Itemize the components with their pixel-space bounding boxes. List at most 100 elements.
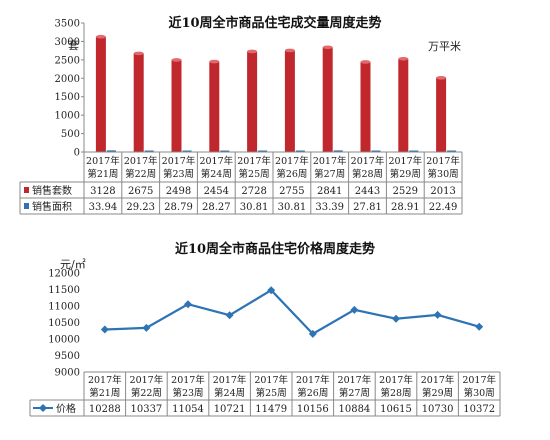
- price-point-marker: [475, 322, 484, 331]
- table-value: 10156: [297, 404, 329, 415]
- bar-sales-area: [371, 150, 381, 152]
- x-category-label: 第22周: [131, 387, 162, 399]
- table-value: 2443: [355, 186, 380, 197]
- bar-top-highlight: [436, 76, 447, 80]
- bar-top-highlight: [95, 34, 106, 39]
- x-category-label: 2017年: [162, 155, 196, 167]
- x-category-label: 2017年: [88, 374, 122, 386]
- x-category-label: 第24周: [201, 168, 232, 180]
- x-category-label: 2017年: [421, 374, 455, 386]
- legend-series-name: 销售面积: [32, 200, 72, 213]
- legend-series-name: 价格: [56, 402, 76, 415]
- table-value: 27.81: [353, 202, 382, 213]
- y-tick-label: 500: [61, 129, 80, 140]
- legend-swatch: [24, 187, 29, 193]
- price-point-marker: [142, 323, 151, 332]
- table-value: 28.27: [202, 202, 231, 213]
- chart1-left-unit: 套: [68, 39, 79, 52]
- price-point-marker: [433, 310, 442, 319]
- y-tick-label: 11000: [48, 302, 80, 313]
- x-category-label: 2017年: [237, 155, 271, 167]
- price-point-marker: [308, 329, 317, 338]
- y-tick-label: 11500: [48, 285, 80, 296]
- price-point-marker: [267, 286, 276, 295]
- table-value: 10372: [463, 404, 495, 415]
- table-value: 2675: [128, 186, 153, 197]
- bar-sales-area: [447, 150, 457, 152]
- legend-swatch: [24, 203, 29, 209]
- x-category-label: 2017年: [275, 155, 309, 167]
- chart1-right-unit: 万平米: [428, 40, 461, 53]
- x-category-label: 2017年: [213, 374, 247, 386]
- x-category-label: 第30周: [428, 168, 459, 180]
- bar-sales-count: [247, 51, 258, 152]
- bar-top-highlight: [209, 59, 220, 64]
- legend-marker-swatch: [39, 404, 47, 412]
- bar-sales-area: [144, 150, 154, 152]
- bar-top-highlight: [284, 48, 295, 53]
- bar-sales-area: [182, 150, 192, 152]
- table-value: 11054: [172, 404, 204, 415]
- x-category-label: 第22周: [125, 168, 156, 180]
- table-value: 10288: [89, 404, 121, 415]
- table-value: 10615: [380, 404, 412, 415]
- chart2-title: 近10周全市商品住宅价格周度走势: [174, 242, 376, 257]
- x-category-label: 第28周: [352, 168, 383, 180]
- table-value: 10721: [214, 404, 246, 415]
- x-category-label: 第23周: [163, 168, 194, 180]
- table-value: 2498: [166, 186, 191, 197]
- table-value: 10337: [130, 404, 162, 415]
- bar-sales-area: [106, 150, 116, 152]
- price-point-marker: [184, 300, 192, 309]
- chart1-volume-bar-chart: 05001000150020002500300035002017年第21周201…: [19, 19, 463, 215]
- price-point-marker: [225, 311, 234, 320]
- x-category-label: 第29周: [422, 387, 453, 399]
- table-value: 22.49: [429, 202, 458, 213]
- bar-top-highlight: [171, 58, 182, 62]
- x-category-label: 第21周: [87, 168, 118, 180]
- bar-top-highlight: [398, 56, 409, 61]
- x-category-label: 第25周: [239, 168, 270, 180]
- bar-sales-count: [95, 36, 106, 152]
- x-category-label: 第30周: [464, 387, 495, 399]
- table-value: 10730: [422, 404, 454, 415]
- price-point-marker: [350, 305, 359, 314]
- x-category-label: 2017年: [313, 155, 347, 167]
- x-category-label: 2017年: [462, 374, 496, 386]
- bar-sales-area: [258, 150, 268, 152]
- x-category-label: 2017年: [351, 155, 385, 167]
- x-category-label: 2017年: [130, 374, 164, 386]
- table-value: 2755: [279, 186, 304, 197]
- bar-sales-count: [209, 61, 220, 153]
- table-value: 10884: [338, 404, 370, 415]
- table-value: 3128: [90, 186, 115, 197]
- bar-sales-area: [333, 150, 343, 152]
- price-point-marker: [100, 325, 109, 334]
- x-category-label: 2017年: [426, 155, 460, 167]
- y-tick-label: 10000: [48, 335, 80, 346]
- y-tick-label: 3500: [55, 19, 80, 30]
- y-tick-label: 9000: [55, 368, 80, 379]
- bar-sales-count: [284, 50, 295, 152]
- x-category-label: 2017年: [124, 155, 158, 167]
- table-value: 28.79: [164, 202, 193, 213]
- table-value: 33.39: [315, 202, 344, 213]
- bar-sales-area: [220, 150, 230, 152]
- bar-sales-count: [133, 53, 144, 152]
- bar-sales-count: [171, 59, 182, 152]
- y-tick-label: 3000: [55, 37, 80, 48]
- x-category-label: 第24周: [214, 387, 245, 399]
- legend-series-name: 销售套数: [32, 184, 72, 197]
- table-value: 29.23: [126, 202, 155, 213]
- x-category-label: 第26周: [276, 168, 307, 180]
- x-category-label: 第21周: [89, 387, 120, 399]
- table-value: 30.81: [278, 202, 307, 213]
- price-point-marker: [392, 314, 400, 323]
- x-category-label: 2017年: [379, 374, 413, 386]
- table-value: 30.81: [240, 202, 269, 213]
- x-category-label: 第27周: [314, 168, 345, 180]
- x-category-label: 2017年: [86, 155, 120, 167]
- bar-sales-count: [398, 58, 409, 152]
- table-value: 28.91: [391, 202, 420, 213]
